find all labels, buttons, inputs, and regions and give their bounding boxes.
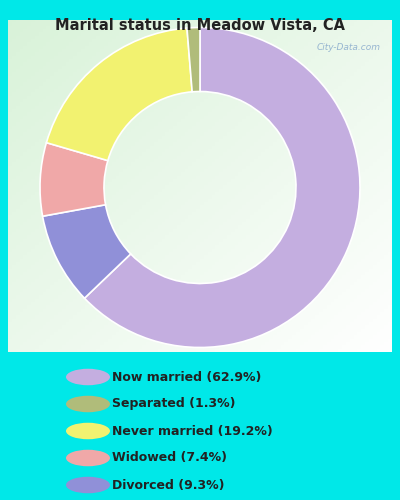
Text: City-Data.com: City-Data.com bbox=[316, 44, 380, 52]
Circle shape bbox=[66, 369, 110, 385]
Text: Divorced (9.3%): Divorced (9.3%) bbox=[112, 478, 224, 492]
Circle shape bbox=[66, 423, 110, 440]
Text: Never married (19.2%): Never married (19.2%) bbox=[112, 424, 273, 438]
Circle shape bbox=[66, 450, 110, 466]
Text: Widowed (7.4%): Widowed (7.4%) bbox=[112, 452, 227, 464]
Text: Now married (62.9%): Now married (62.9%) bbox=[112, 370, 261, 384]
Circle shape bbox=[66, 396, 110, 412]
Wedge shape bbox=[46, 28, 192, 160]
Text: Separated (1.3%): Separated (1.3%) bbox=[112, 398, 236, 410]
Circle shape bbox=[66, 477, 110, 493]
Wedge shape bbox=[42, 204, 131, 298]
Wedge shape bbox=[84, 28, 360, 347]
Wedge shape bbox=[40, 142, 108, 216]
Text: Marital status in Meadow Vista, CA: Marital status in Meadow Vista, CA bbox=[55, 18, 345, 32]
Wedge shape bbox=[187, 28, 200, 92]
